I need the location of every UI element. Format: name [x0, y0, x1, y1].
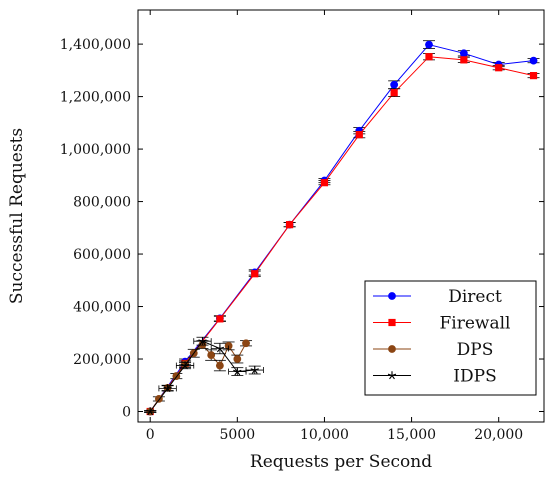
data-point-idps: [180, 361, 190, 370]
x-tick-label: 10,000: [300, 427, 349, 443]
y-tick-label: 1,400,000: [60, 37, 131, 53]
legend-item-dps: DPS: [373, 340, 493, 360]
data-point-dps: [233, 355, 242, 363]
data-point-direct: [529, 56, 538, 65]
series-line-firewall: [149, 56, 534, 412]
series-line-idps: [149, 340, 255, 412]
x-axis-title: Requests per Second: [250, 452, 432, 472]
legend-label: DPS: [457, 340, 494, 360]
data-point-firewall: [251, 270, 259, 278]
legend-marker: [388, 318, 396, 327]
y-tick-label: 400,000: [73, 300, 131, 316]
data-point-firewall: [425, 53, 433, 61]
data-point-idps: [163, 384, 172, 393]
data-point-idps: [146, 407, 155, 416]
data-point-firewall: [285, 221, 294, 229]
legend-label: Direct: [448, 287, 502, 307]
data-point-dps: [215, 361, 224, 370]
plot-frame: [137, 9, 545, 423]
legend-item-direct: Direct: [373, 287, 502, 307]
y-tick-label: 200,000: [73, 352, 131, 368]
y-tick-label: 1,000,000: [60, 142, 131, 158]
y-tick-label: 800,000: [73, 195, 131, 211]
legend-marker: [388, 292, 396, 300]
data-point-firewall: [460, 56, 468, 64]
y-tick-label: 0: [122, 405, 131, 421]
series-layer: [144, 40, 540, 416]
data-point-idps: [233, 367, 242, 376]
legend-label: IDPS: [453, 367, 496, 387]
y-tick-label: 600,000: [73, 247, 131, 263]
legend-marker: [387, 371, 397, 380]
legend-item-idps: IDPS: [373, 367, 497, 387]
axis-ticks: 0 5000 10,000 15,000 20,000 0 200,000 400,000 60…: [60, 10, 544, 443]
data-point-direct: [390, 80, 399, 89]
data-point-firewall: [320, 179, 329, 187]
data-point-firewall: [495, 64, 503, 72]
legend-label: Firewall: [440, 314, 511, 334]
data-point-firewall: [216, 315, 224, 323]
data-point-idps: [215, 344, 225, 353]
data-point-idps: [250, 365, 259, 374]
y-tick-label: 1,200,000: [60, 90, 131, 106]
y-axis-title: Successful Requests: [7, 128, 27, 304]
series-dps: [144, 339, 253, 416]
x-tick-label: 20,000: [474, 427, 523, 443]
data-point-firewall: [355, 131, 363, 139]
legend: Direct Firewall DPS IDPS: [364, 280, 537, 396]
data-point-direct: [425, 40, 433, 49]
legend-item-firewall: Firewall: [373, 314, 510, 334]
x-tick-label: 15,000: [387, 427, 436, 443]
data-point-idps: [198, 336, 207, 345]
data-point-firewall: [390, 89, 398, 97]
series-idps: [144, 336, 264, 416]
data-point-direct: [459, 49, 468, 58]
x-tick-label: 5000: [220, 427, 256, 443]
data-point-dps: [242, 339, 250, 348]
x-tick-label: 0: [146, 427, 155, 443]
data-point-firewall: [529, 72, 538, 80]
data-point-dps: [207, 351, 216, 359]
legend-marker: [388, 345, 396, 353]
